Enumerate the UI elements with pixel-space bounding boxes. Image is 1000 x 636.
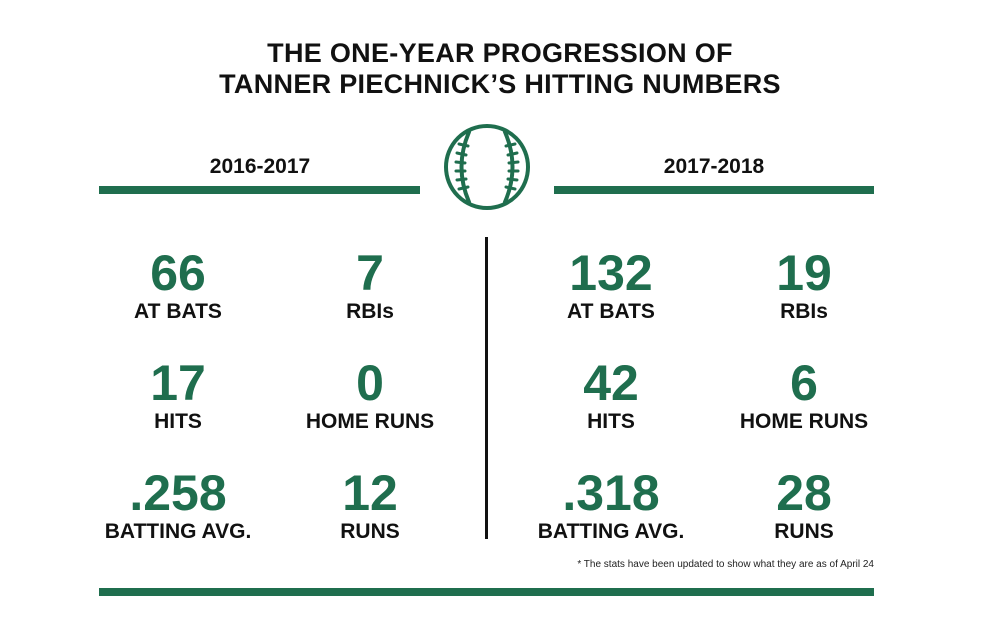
title-line-2: TANNER PIECHNICK’S HITTING NUMBERS [219,69,781,99]
stat-label: RUNS [774,520,834,543]
stat-label: AT BATS [134,300,222,323]
stat-value: 132 [569,245,653,301]
stat-home-runs-2017: 6 HOME RUNS [694,356,914,434]
stat-value: 28 [776,465,832,521]
season-underline-left [99,186,420,194]
stat-value: 17 [150,355,206,411]
stat-label: HITS [154,410,202,433]
center-divider [485,237,488,539]
stat-runs-2016: 12 RUNS [260,466,480,544]
stat-rbis-2017: 19 RBIs [694,246,914,324]
stat-at-bats-2017: 132 AT BATS [501,246,721,324]
stat-value: 66 [150,245,206,301]
stat-batting-avg-2016: .258 BATTING AVG. [68,466,288,544]
stat-home-runs-2016: 0 HOME RUNS [260,356,480,434]
stat-label: BATTING AVG. [104,520,252,543]
stat-value: 7 [356,245,384,301]
stat-label: BATTING AVG. [537,520,685,543]
stat-label: HITS [587,410,635,433]
stat-hits-2016: 17 HITS [68,356,288,434]
stat-value: .318 [562,465,660,521]
footnote: * The stats have been updated to show wh… [577,559,874,570]
stat-at-bats-2016: 66 AT BATS [68,246,288,324]
infographic-title: THE ONE-YEAR PROGRESSION OF TANNER PIECH… [0,38,1000,100]
season-label-2017-2018: 2017-2018 [663,155,765,178]
stat-value: .258 [129,465,227,521]
stat-label: RBIs [780,300,828,323]
stat-label: HOME RUNS [739,410,869,433]
stat-label: RUNS [340,520,400,543]
stat-value: 0 [356,355,384,411]
stat-label: HOME RUNS [305,410,435,433]
season-label-2016-2017: 2016-2017 [209,155,311,178]
stat-label: RBIs [346,300,394,323]
stat-value: 6 [790,355,818,411]
stat-batting-avg-2017: .318 BATTING AVG. [501,466,721,544]
stat-value: 19 [776,245,832,301]
season-underline-right [554,186,874,194]
title-line-1: THE ONE-YEAR PROGRESSION OF [267,38,733,68]
stat-value: 12 [342,465,398,521]
bottom-rule [99,588,874,596]
stat-runs-2017: 28 RUNS [694,466,914,544]
stat-rbis-2016: 7 RBIs [260,246,480,324]
baseball-icon [444,124,530,210]
stat-value: 42 [583,355,639,411]
stat-hits-2017: 42 HITS [501,356,721,434]
stat-label: AT BATS [567,300,655,323]
